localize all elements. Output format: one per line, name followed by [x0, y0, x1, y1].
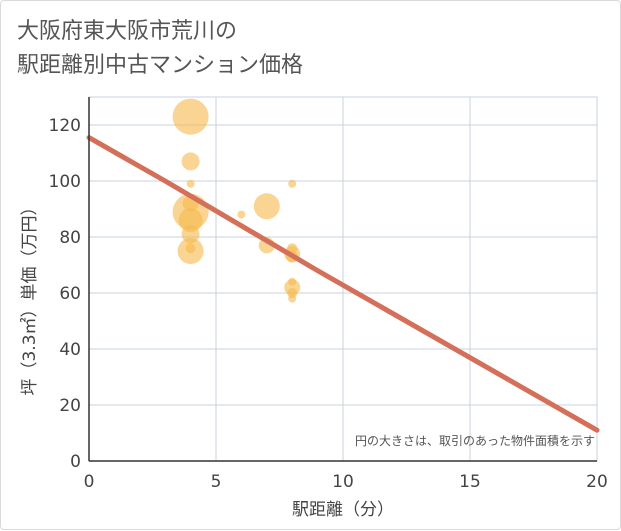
axes: [88, 97, 597, 462]
data-point: [181, 152, 200, 171]
x-tick-label: 10: [332, 472, 354, 492]
y-axis-label: 坪（3.3㎡）単価（万円）: [20, 198, 40, 395]
trend-line: [86, 135, 600, 433]
y-tick-label: 0: [70, 452, 81, 472]
data-point: [172, 98, 209, 135]
data-point: [253, 193, 280, 220]
bubble-layer: [172, 98, 301, 303]
data-point: [181, 225, 200, 244]
chart-title: 大阪府東大阪市荒川の 駅距離別中古マンション価格: [17, 15, 303, 83]
size-annotation: 円の大きさは、取引のあった物件面積を示す: [355, 433, 595, 448]
data-point: [288, 294, 297, 303]
y-tick-label: 120: [49, 116, 81, 136]
trend-line-layer: [86, 135, 600, 433]
x-tick-label: 20: [586, 472, 608, 492]
x-axis-label: 駅距離（分）: [292, 500, 394, 520]
y-tick-label: 20: [59, 396, 81, 416]
data-point: [186, 179, 195, 188]
y-tick-label: 80: [59, 228, 81, 248]
data-point: [237, 210, 246, 219]
y-tick-label: 40: [59, 340, 81, 360]
x-tick-label: 15: [459, 472, 481, 492]
data-point: [288, 179, 297, 188]
data-point: [178, 208, 203, 233]
x-tick-label: 5: [211, 472, 222, 492]
chart-title-line-1: 大阪府東大阪市荒川の: [17, 19, 238, 44]
chart-title-line-2: 駅距離別中古マンション価格: [17, 53, 304, 78]
tick-labels: 0 5 10 15 20 0 20 40 60 80 100 120: [49, 116, 608, 492]
grid-lines: [88, 96, 598, 462]
x-tick-label: 0: [84, 472, 95, 492]
data-point: [177, 238, 204, 264]
y-tick-label: 100: [49, 172, 81, 192]
y-tick-label: 60: [59, 284, 81, 304]
